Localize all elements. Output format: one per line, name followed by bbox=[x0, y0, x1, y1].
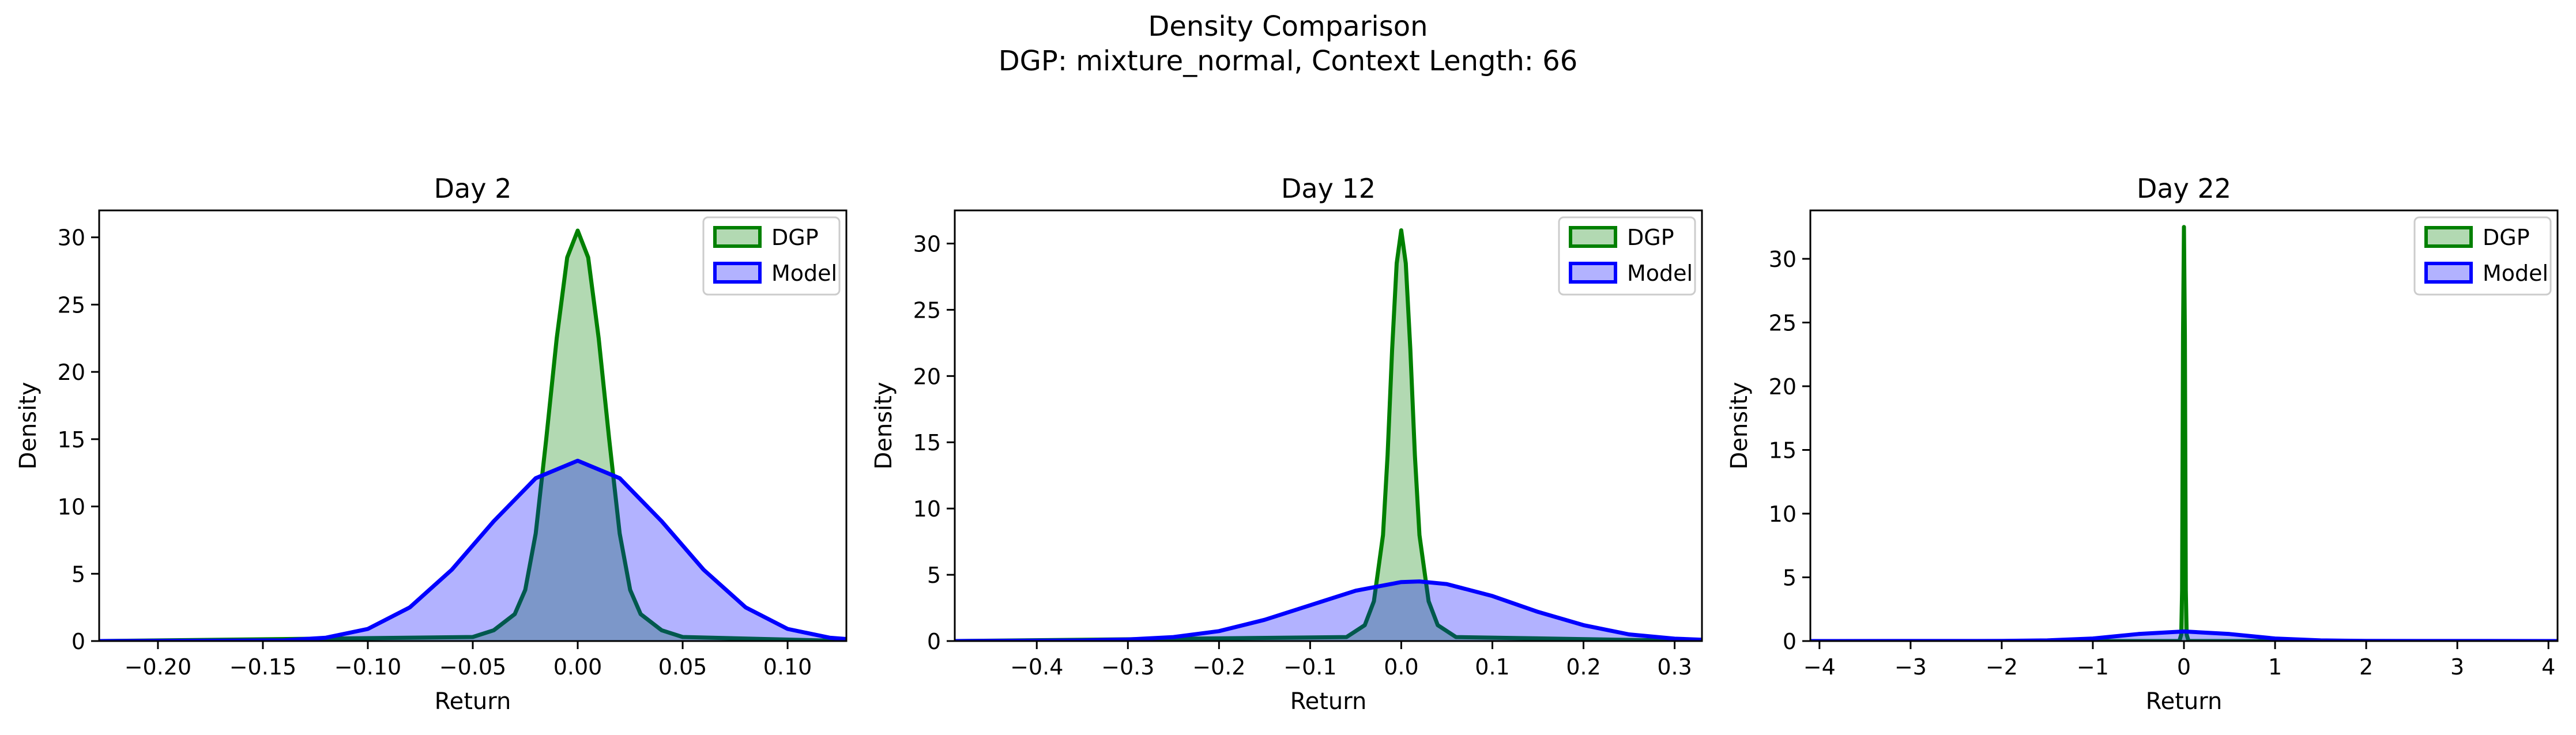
y-tick-label: 25 bbox=[913, 297, 941, 323]
x-tick-label: 0 bbox=[2177, 654, 2191, 680]
legend-swatch-model bbox=[2424, 262, 2473, 284]
legend-swatch-dgp bbox=[1569, 226, 1617, 248]
legend-swatch-model bbox=[713, 262, 762, 284]
figure-subtitle: DGP: mixture_normal, Context Length: 66 bbox=[999, 45, 1578, 77]
x-tick-label: −0.10 bbox=[334, 654, 401, 680]
y-tick-label: 15 bbox=[58, 427, 85, 453]
chart-title: Day 22 bbox=[2137, 173, 2231, 204]
line-dgp bbox=[1810, 225, 2558, 641]
y-tick-label: 30 bbox=[913, 231, 941, 257]
legend-label-dgp: DGP bbox=[1627, 225, 1674, 250]
x-tick-label: −0.15 bbox=[229, 654, 296, 680]
legend-box bbox=[2413, 216, 2552, 296]
x-axis-label: Return bbox=[1290, 688, 1367, 715]
chart-title: Day 12 bbox=[1281, 173, 1376, 204]
x-axis-label: Return bbox=[435, 688, 511, 715]
x-tick-label: 0.3 bbox=[1657, 654, 1692, 680]
x-tick-label: −2 bbox=[1986, 654, 2018, 680]
x-tick-label: 0.05 bbox=[658, 654, 707, 680]
x-tick-label: −0.1 bbox=[1283, 654, 1336, 680]
x-tick-label: 2 bbox=[2359, 654, 2373, 680]
y-tick-label: 5 bbox=[71, 561, 85, 587]
y-tick-label: 10 bbox=[1769, 502, 1797, 527]
legend-label-model: Model bbox=[2483, 261, 2548, 286]
chart-panel-3: −4 −3 −2 −1 0 1 2 3 4 0 5 10 15 20 25 30 Day 22 Return Den… bbox=[1726, 173, 2559, 715]
y-tick-label: 30 bbox=[58, 225, 85, 251]
area-model bbox=[99, 461, 846, 641]
legend-swatch-dgp bbox=[2424, 226, 2473, 248]
x-tick-label: 0.2 bbox=[1566, 654, 1600, 680]
y-axis-label: Density bbox=[871, 382, 897, 469]
y-tick-label: 15 bbox=[1769, 438, 1797, 463]
y-tick-label: 0 bbox=[71, 629, 85, 654]
y-tick-label: 10 bbox=[913, 496, 941, 522]
x-tick-label: 0.0 bbox=[1384, 654, 1418, 680]
x-tick-label: −1 bbox=[2077, 654, 2109, 680]
x-tick-label: 0.00 bbox=[553, 654, 602, 680]
y-axis-label: Density bbox=[15, 382, 42, 469]
y-tick-label: 25 bbox=[1769, 310, 1797, 336]
axes-frame bbox=[954, 209, 1703, 642]
x-tick-label: 0.10 bbox=[763, 654, 812, 680]
area-model bbox=[1810, 631, 2558, 641]
y-tick-label: 20 bbox=[58, 360, 85, 385]
legend-label-model: Model bbox=[771, 261, 837, 286]
legend: DGP Model bbox=[702, 216, 841, 296]
legend-box bbox=[702, 216, 841, 296]
legend-label-dgp: DGP bbox=[771, 225, 819, 250]
y-tick-label: 10 bbox=[58, 495, 85, 520]
chart-panel-1: −0.20 −0.15 −0.10 −0.05 0.00 0.05 0.10 0 5 10 15 20… bbox=[15, 173, 848, 715]
y-tick-label: 5 bbox=[927, 563, 941, 588]
x-tick-label: 3 bbox=[2450, 654, 2464, 680]
legend: DGP Model bbox=[2413, 216, 2552, 296]
legend: DGP Model bbox=[1558, 216, 1696, 296]
y-tick-label: 5 bbox=[1783, 565, 1797, 590]
legend-swatch-model bbox=[1569, 262, 1617, 284]
x-tick-label: −0.2 bbox=[1192, 654, 1245, 680]
y-tick-label: 20 bbox=[1769, 374, 1797, 399]
x-tick-label: −4 bbox=[1803, 654, 1836, 680]
line-dgp bbox=[955, 228, 1702, 641]
x-tick-label: 1 bbox=[2268, 654, 2282, 680]
x-tick-label: −0.20 bbox=[125, 654, 191, 680]
x-tick-label: −0.05 bbox=[439, 654, 506, 680]
legend-box bbox=[1558, 216, 1696, 296]
x-tick-label: −0.4 bbox=[1010, 654, 1063, 680]
line-model bbox=[955, 579, 1702, 641]
legend-label-model: Model bbox=[1627, 261, 1693, 286]
y-axis-label: Density bbox=[1726, 382, 1753, 469]
x-tick-label: 0.1 bbox=[1475, 654, 1509, 680]
area-model bbox=[955, 581, 1702, 641]
y-tick-label: 15 bbox=[913, 430, 941, 455]
x-tick-label: −0.3 bbox=[1101, 654, 1154, 680]
legend-label-dgp: DGP bbox=[2483, 225, 2530, 250]
chart-title: Day 2 bbox=[434, 173, 512, 204]
y-tick-label: 30 bbox=[1769, 247, 1797, 272]
x-tick-label: 4 bbox=[2541, 654, 2555, 680]
line-model bbox=[99, 458, 846, 641]
x-tick-label: −3 bbox=[1895, 654, 1927, 680]
figure-title: Density Comparison bbox=[1148, 10, 1428, 43]
y-tick-label: 0 bbox=[1783, 629, 1797, 654]
y-tick-label: 20 bbox=[913, 364, 941, 389]
x-axis-label: Return bbox=[2146, 688, 2223, 715]
line-dgp bbox=[99, 228, 846, 641]
legend-swatch-dgp bbox=[713, 226, 762, 248]
chart-panel-2: −0.4 −0.3 −0.2 −0.1 0.0 0.1 0.2 0.3 0 5 10 15 20 25 30… bbox=[871, 173, 1703, 715]
y-tick-label: 25 bbox=[58, 292, 85, 318]
y-tick-label: 0 bbox=[927, 629, 941, 654]
